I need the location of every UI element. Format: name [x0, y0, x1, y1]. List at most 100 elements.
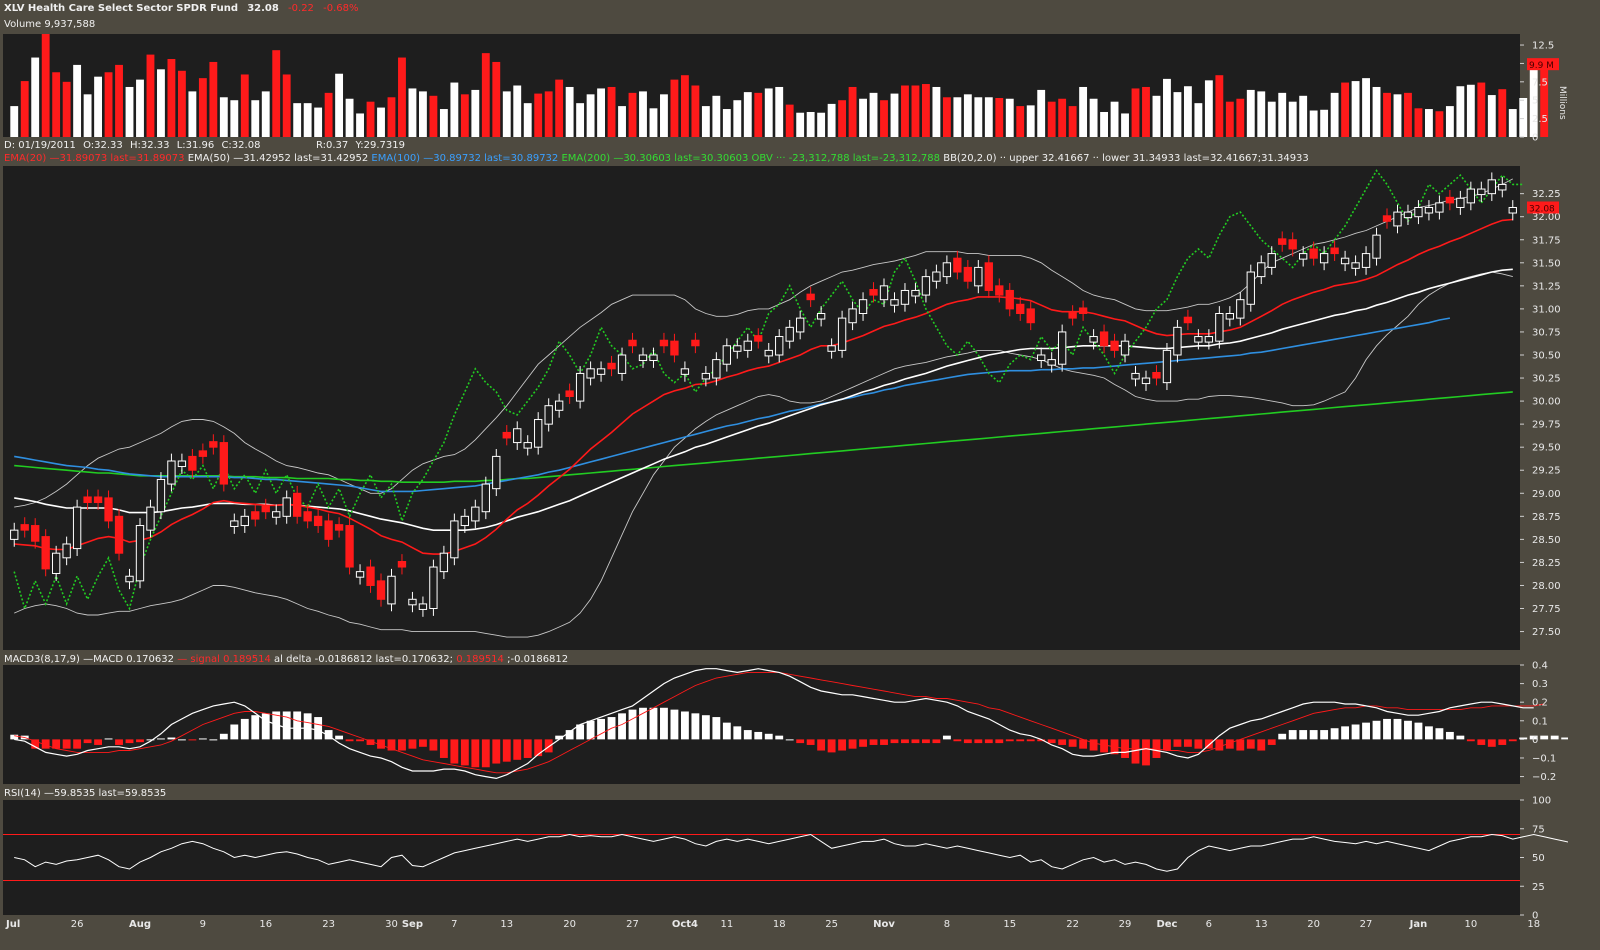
y-tick-label: 29.00 — [1532, 489, 1561, 500]
macd-histogram-bar — [198, 738, 207, 740]
volume-bar — [1383, 92, 1391, 137]
volume-bar — [335, 73, 344, 137]
x-tick-label: 20 — [563, 919, 576, 930]
y-tick-label: 0 — [1532, 735, 1538, 746]
volume-bar — [722, 109, 731, 137]
macd-histogram-bar — [838, 739, 847, 751]
volume-bar — [670, 79, 679, 137]
macd-histogram-bar — [94, 739, 103, 745]
macd-histogram-bar — [565, 730, 574, 740]
volume-bar — [1163, 78, 1171, 137]
candle-body — [481, 483, 490, 513]
y-tick-label: 0.2 — [1532, 698, 1548, 709]
y-tick-label: 31.75 — [1532, 235, 1561, 246]
volume-bar — [1508, 109, 1517, 137]
macd-histogram-bar — [1456, 735, 1465, 740]
candle-body — [963, 266, 973, 282]
macd-histogram-bar — [398, 739, 406, 751]
candle-body — [974, 266, 983, 287]
candle-body — [995, 285, 1004, 296]
macd-histogram-bar — [806, 739, 815, 745]
candle-body — [953, 257, 962, 273]
macd-histogram-bar — [576, 724, 585, 740]
candle-body — [827, 345, 836, 352]
candle-body — [554, 400, 564, 411]
macd-histogram-bar — [324, 730, 333, 740]
y-tick-label: 0 — [1532, 133, 1538, 144]
price-change-pct: -0.68% — [323, 3, 359, 14]
candle-body — [324, 520, 333, 540]
y-tick-label: 0 — [1532, 911, 1538, 922]
macd-histogram-bar — [1487, 739, 1496, 747]
candle-body — [932, 271, 941, 282]
volume-bar — [1079, 86, 1088, 137]
macd-histogram-bar — [785, 739, 794, 741]
candle-body — [1445, 196, 1455, 204]
volume-bar — [52, 72, 61, 137]
x-tick-label: 27 — [626, 919, 639, 930]
candle-body — [146, 506, 155, 531]
macd-histogram-bar — [1257, 739, 1266, 751]
candle-body — [1435, 202, 1444, 213]
candle-body — [659, 339, 669, 347]
y-tick-label: 29.25 — [1532, 466, 1561, 477]
volume-bar — [1351, 81, 1360, 137]
candle-body — [492, 455, 501, 490]
candle-body — [1078, 307, 1088, 315]
candle-body — [1382, 215, 1392, 222]
y-tick-label: −0.1 — [1532, 753, 1556, 764]
volume-bar — [41, 34, 50, 137]
volume-bar — [1498, 89, 1507, 137]
macd-histogram-bar — [1341, 726, 1350, 740]
candle-body — [1257, 262, 1266, 278]
macd-histogram-bar — [597, 718, 606, 740]
volume-bar — [1173, 92, 1182, 137]
legend-ema20: EMA(20) —31.89073 last=31.89073 — [4, 153, 188, 164]
volume-bar — [1215, 75, 1224, 137]
candle-body — [240, 515, 249, 527]
macd-histogram-bar — [460, 739, 469, 766]
volume-bar — [1466, 84, 1475, 137]
candle-body — [1414, 206, 1423, 218]
macd-histogram-bar — [660, 707, 668, 740]
macd-histogram-bar — [513, 739, 522, 760]
candle-body — [1288, 239, 1297, 250]
macd-histogram-bar — [649, 707, 658, 740]
macd-histogram-bar — [502, 739, 511, 762]
y-tick-label: 28.25 — [1532, 558, 1561, 569]
candle-body — [733, 345, 742, 352]
macd-histogram-bar — [1404, 720, 1412, 740]
volume-bar — [314, 107, 323, 137]
macd-histogram-bar — [1079, 739, 1088, 749]
macd-histogram-bar — [1163, 739, 1171, 751]
candle-body — [1099, 331, 1109, 347]
macd-histogram-bar — [743, 730, 752, 740]
volume-bar — [618, 106, 626, 137]
volume-bar — [209, 61, 218, 138]
candle-body — [62, 543, 71, 559]
macd-histogram-bar — [1330, 728, 1339, 740]
candle-body — [114, 515, 124, 554]
macd-histogram-bar — [1215, 739, 1224, 751]
volume-bar — [513, 85, 522, 137]
volume-bar — [1529, 69, 1538, 137]
volume-bar — [639, 91, 647, 137]
volume-bar — [743, 92, 752, 137]
macd-histogram-bar — [880, 739, 888, 745]
x-tick-label: 8 — [944, 919, 950, 930]
candle-body — [1372, 234, 1381, 259]
candle-body — [1456, 197, 1465, 208]
candle-body — [387, 575, 396, 605]
volume-bar — [1005, 98, 1014, 137]
candle-body — [1393, 211, 1402, 227]
candle-body — [649, 354, 658, 362]
macd-histogram-bar — [848, 739, 857, 749]
candle-body — [408, 598, 417, 606]
macd-histogram-bar — [901, 739, 909, 744]
candle-body — [313, 515, 323, 527]
y-tick-label: 29.50 — [1532, 443, 1561, 454]
panel-price — [3, 166, 1520, 650]
macd-histogram-bar — [177, 739, 186, 741]
candle-body — [135, 525, 145, 582]
volume-bar — [481, 53, 490, 137]
